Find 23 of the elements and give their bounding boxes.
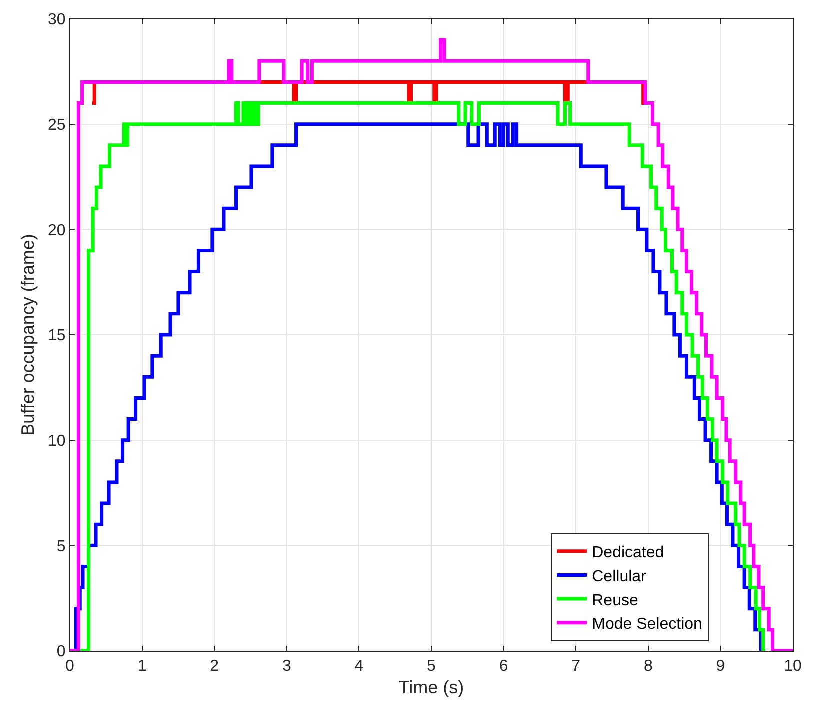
- y-tick-label: 5: [56, 538, 66, 556]
- x-tick-label: 7: [572, 658, 581, 676]
- y-tick-label: 25: [48, 116, 66, 134]
- y-tick-label: 10: [48, 432, 66, 450]
- x-tick-label: 2: [210, 658, 220, 676]
- y-tick-label: 20: [48, 222, 66, 240]
- x-tick-label: 10: [784, 658, 802, 676]
- legend-label: Mode Selection: [592, 616, 702, 634]
- x-tick-label: 1: [138, 658, 147, 676]
- y-tick-label: 0: [56, 644, 66, 661]
- legend-label: Dedicated: [592, 544, 664, 562]
- x-axis-title: Time (s): [398, 677, 464, 698]
- x-tick-label: 6: [499, 658, 508, 676]
- legend-label: Cellular: [592, 568, 648, 586]
- x-tick-label: 4: [354, 658, 364, 676]
- y-tick-label: 30: [48, 12, 66, 29]
- legend-label: Reuse: [592, 592, 638, 610]
- x-tick-label: 3: [282, 658, 292, 676]
- x-tick-label: 9: [716, 658, 726, 676]
- y-axis-title: Buffer occupancy (frame): [18, 234, 38, 436]
- x-tick-label: 5: [427, 658, 436, 676]
- x-tick-label: 8: [644, 658, 653, 676]
- y-tick-label: 15: [48, 328, 66, 345]
